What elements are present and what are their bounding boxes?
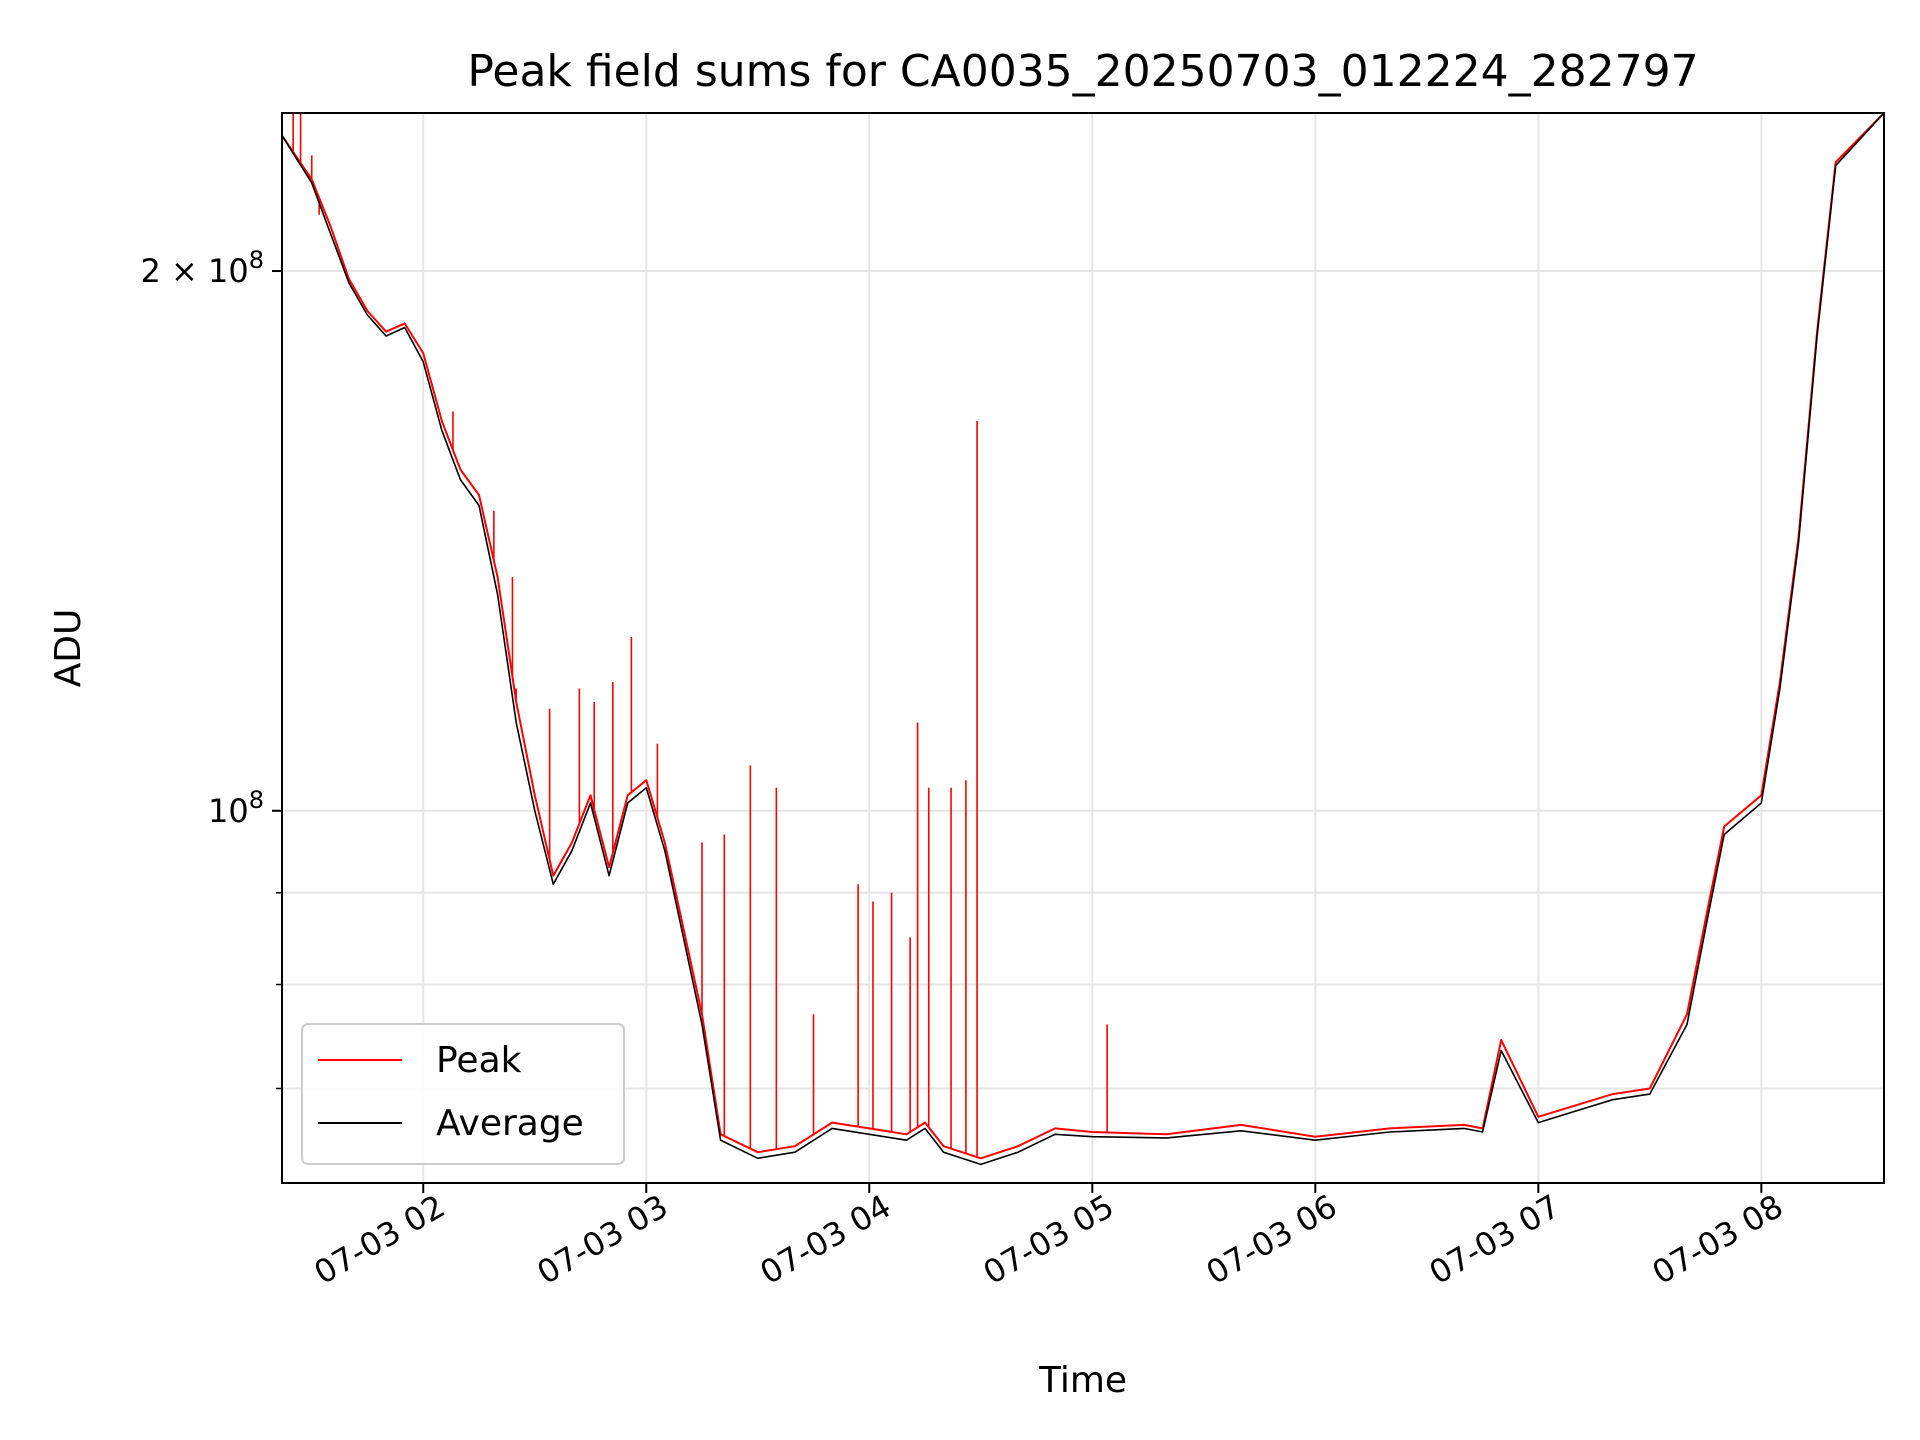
x-axis-label: Time: [1038, 1360, 1127, 1401]
series-line-peak: [282, 113, 1884, 1160]
series-line-average: [282, 113, 1884, 1166]
chart-title: Peak field sums for CA0035_20250703_0122…: [467, 46, 1698, 97]
legend: Peak Average: [301, 1023, 625, 1165]
y-tick-label-0: 108: [208, 786, 264, 830]
y-tick-label-1: 2 × 108: [140, 246, 264, 290]
legend-average-label: Average: [436, 1103, 584, 1144]
legend-peak-label: Peak: [436, 1040, 522, 1081]
plot-area: [282, 113, 1884, 1166]
gridlines: [282, 113, 1884, 1183]
y-axis-label: ADU: [48, 609, 89, 688]
y-axis-ticks: 108 2 × 108: [140, 246, 282, 1090]
axes-frame: [281, 112, 1885, 1184]
